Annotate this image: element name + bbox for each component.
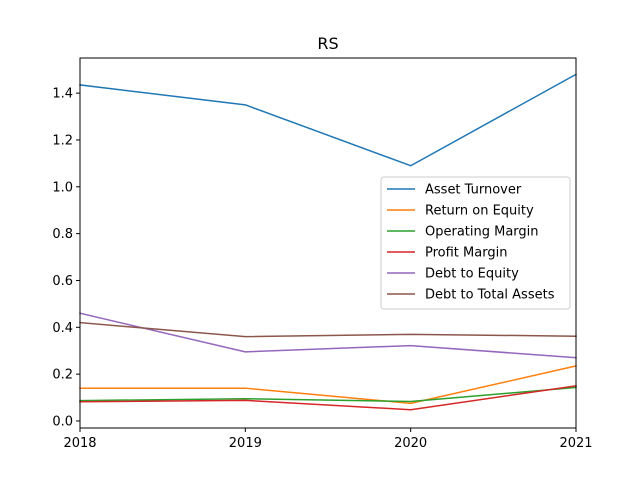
y-tick-label: 0.6 xyxy=(52,274,73,289)
y-tick-label: 1.0 xyxy=(52,180,73,195)
legend-label: Profit Margin xyxy=(425,246,507,261)
plot-frame xyxy=(79,57,577,429)
series-line-debt-to-total-assets xyxy=(79,321,577,338)
x-tick-label: 2021 xyxy=(559,436,592,451)
y-tick-label: 1.4 xyxy=(52,87,73,102)
y-tick-label: 0.4 xyxy=(52,321,73,336)
x-tick-label: 2018 xyxy=(63,436,96,451)
legend-box xyxy=(380,176,571,310)
y-tick-label: 0.0 xyxy=(52,414,73,429)
y-tick-label: 0.2 xyxy=(52,368,73,383)
x-tick-label: 2019 xyxy=(229,436,262,451)
legend-label: Return on Equity xyxy=(425,204,534,219)
series-line-operating-margin xyxy=(79,386,577,403)
series-line-return-on-equity xyxy=(79,365,577,405)
y-tick-label: 1.2 xyxy=(52,133,73,148)
x-tick-label: 2020 xyxy=(394,436,427,451)
legend-label: Operating Margin xyxy=(425,225,539,240)
y-tick-label: 0.8 xyxy=(52,227,73,242)
legend-label: Debt to Total Assets xyxy=(425,288,555,303)
series-line-asset-turnover xyxy=(79,73,578,167)
legend: Asset Turnover Return on Equity Operating … xyxy=(380,176,571,310)
series-line-profit-margin xyxy=(79,385,577,411)
series-line-debt-to-equity xyxy=(79,312,577,359)
legend-label: Debt to Equity xyxy=(425,267,519,282)
series-lines xyxy=(79,73,578,411)
legend-label: Asset Turnover xyxy=(425,183,522,198)
x-axis: 2018 2019 2020 2021 xyxy=(63,428,593,451)
chart-title: RS xyxy=(317,34,338,53)
y-axis: 0.0 0.2 0.4 0.6 0.8 1.0 1.2 1.4 xyxy=(52,87,80,429)
